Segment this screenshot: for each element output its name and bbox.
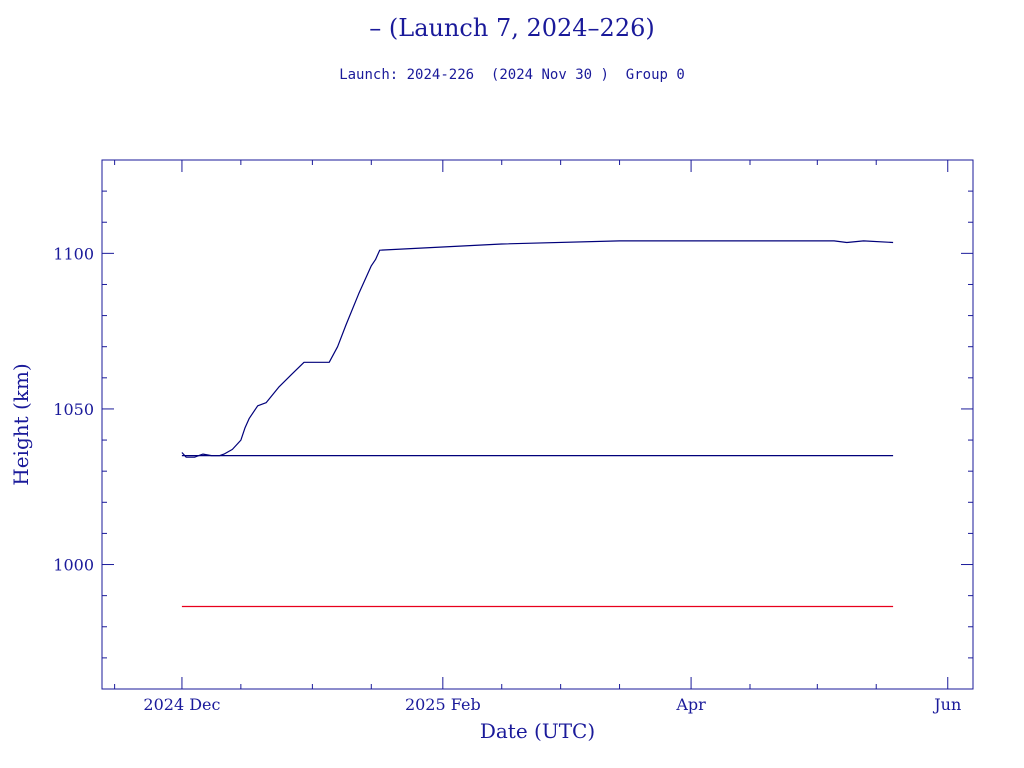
y-axis-label: Height (km) <box>9 363 33 485</box>
y-tick-label: 1000 <box>53 556 94 575</box>
x-axis-label: Date (UTC) <box>480 719 595 743</box>
y-tick-label: 1100 <box>53 244 94 263</box>
series-group <box>181 240 894 608</box>
x-tick-label: Jun <box>932 695 961 714</box>
chart-title: – (Launch 7, 2024–226) <box>369 14 655 42</box>
y-tick-label: 1050 <box>53 400 94 419</box>
x-tick-label: 2025 Feb <box>405 695 481 714</box>
x-tick-label: 2024 Dec <box>143 695 220 714</box>
axis-ticks <box>102 159 973 690</box>
series-line-1 <box>181 240 894 458</box>
x-tick-label: Apr <box>675 695 706 714</box>
chart-subtitle: Launch: 2024-226 (2024 Nov 30 ) Group 0 <box>339 67 685 83</box>
plot-frame <box>101 159 974 690</box>
tick-labels: 2024 Dec 2025 Feb Apr Jun 1000 1050 1100 <box>53 244 961 714</box>
